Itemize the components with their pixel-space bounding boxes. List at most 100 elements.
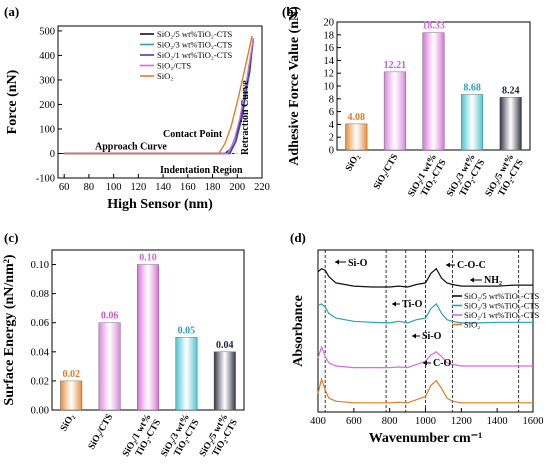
panel-letter-c: (c)	[4, 230, 18, 245]
category-label-b-3: SiO₂/3 wt%TiO₂-CTS	[445, 152, 487, 204]
y-tick-label-b-0: 0	[329, 146, 334, 157]
legend-label-a-1: SiO₂/3 wt%TiO₂-CTS	[157, 40, 233, 50]
y-axis-label-d: Absorbance	[291, 295, 306, 367]
category-line-b-1-0: SiO₂/CTS	[372, 153, 400, 192]
annotation-d-0: Si-O	[348, 258, 368, 269]
x-tick-label-a-4: 140	[155, 182, 171, 193]
annotation-arrowhead-d-4	[470, 277, 474, 283]
bar-value-label-b-3: 8.68	[463, 82, 481, 93]
x-tick-label-d-6: 1600	[523, 416, 544, 427]
legend-label-a-4: SiO₂	[157, 71, 173, 81]
x-tick-label-d-4: 1200	[451, 416, 472, 427]
category-label-b-1: SiO₂/CTS	[372, 153, 400, 192]
x-tick-label-a-0: 60	[59, 182, 70, 193]
series-line-d-3	[317, 376, 533, 404]
y-tick-label-b-4: 8	[329, 94, 334, 105]
panel-letter-a: (a)	[4, 4, 19, 19]
annotation-arrowhead-d-2	[412, 333, 416, 339]
bar-c-3	[175, 337, 198, 411]
legend-label-a-3: SiO₂/CTS	[157, 61, 191, 71]
series-line-a-4	[64, 35, 253, 155]
x-tick-label-a-5: 160	[180, 182, 196, 193]
y-tick-label-b-8: 16	[324, 43, 335, 54]
bar-value-label-b-1: 12.21	[384, 60, 407, 71]
x-tick-label-d-5: 1400	[487, 416, 508, 427]
category-line-c-1-0: SiO₂/CTS	[87, 413, 115, 452]
plot-frame-a	[57, 25, 263, 179]
bar-value-label-b-2: 18.33	[422, 21, 445, 32]
y-tick-label-b-6: 12	[324, 69, 335, 80]
y-tick-label-b-1: 2	[329, 133, 334, 144]
bar-value-label-c-3: 0.05	[178, 325, 196, 336]
annotation-d-1: Ti-O	[402, 299, 423, 310]
legend-label-d-0: SiO₂/5 wt%TiO₂-CTS	[464, 291, 540, 301]
y-tick-label-a-3: 200	[39, 100, 55, 111]
category-label-c-3: SiO₂/3 wt%TiO₂-CTS	[160, 413, 202, 465]
category-label-c-4: SiO₂/5 wt%TiO₂-CTS	[198, 413, 240, 465]
y-tick-label-c-1: 0.02	[31, 376, 49, 387]
x-tick-label-a-1: 80	[84, 182, 95, 193]
bar-b-0	[345, 123, 368, 151]
annotation-a-1: Contact Point	[163, 129, 223, 140]
annotation-arrowhead-d-1	[392, 301, 396, 307]
x-tick-label-d-3: 1000	[415, 416, 436, 427]
bar-c-0	[60, 380, 83, 411]
bar-b-1	[383, 71, 406, 151]
annotation-d-3: C-O-C	[457, 260, 486, 271]
legend-label-a-2: SiO₂/1 wt%TiO₂-CTS	[157, 50, 233, 60]
x-tick-label-a-3: 120	[130, 182, 146, 193]
panel-letter-b: (b)	[282, 4, 298, 19]
y-tick-label-b-2: 4	[329, 120, 335, 131]
y-tick-label-c-5: 0.10	[31, 260, 49, 271]
x-axis-label-a: High Sensor (nm)	[107, 197, 213, 212]
annotation-d-5: C-O	[433, 358, 452, 369]
x-tick-label-a-8: 220	[254, 182, 270, 193]
panel-a-force-curves: 60 80 100 120 140 160 180 200 220 -100 0 100 200 300 4…	[5, 25, 270, 212]
y-tick-label-a-0: -100	[36, 174, 55, 185]
bar-c-1	[98, 322, 121, 411]
annotation-d-4: NH₂	[484, 275, 502, 286]
panel-c-surface-energy: 0.00 0.02 0.04 0.06 0.08 0.10 Surface Energy (…	[2, 249, 245, 465]
y-tick-label-c-3: 0.06	[31, 318, 49, 329]
series-line-d-2	[317, 345, 533, 369]
annotation-a-2: Retraction Curve	[240, 80, 251, 155]
panel-letter-d: (d)	[290, 230, 306, 245]
series-line-d-0	[317, 267, 533, 288]
annotation-arrowhead-d-5	[423, 360, 427, 366]
category-label-b-0: SiO₂	[344, 152, 362, 173]
y-tick-label-c-0: 0.00	[31, 406, 49, 417]
y-axis-label-a: Force (nN)	[5, 69, 20, 134]
y-tick-label-a-4: 300	[39, 75, 55, 86]
legend-label-d-2: SiO₂/1 wt%TiO₂-CTS	[464, 310, 540, 320]
bar-b-4	[499, 97, 522, 151]
category-line-b-0-0: SiO₂	[344, 152, 362, 173]
y-tick-label-b-3: 6	[329, 107, 334, 118]
y-tick-label-c-4: 0.08	[31, 289, 49, 300]
panel-d-ftir: 400 600 800 1000 1200 1400 1600 Wavenumber cm⁻¹…	[291, 249, 544, 446]
x-tick-label-a-7: 200	[229, 182, 245, 193]
x-tick-label-d-1: 600	[346, 416, 362, 427]
bar-b-3	[461, 94, 484, 151]
bar-b-2	[422, 32, 445, 151]
y-tick-label-b-5: 10	[324, 82, 335, 93]
category-label-c-2: SiO₂/1 wt%TiO₂-CTS	[121, 413, 163, 465]
y-tick-label-a-1: 0	[50, 149, 55, 160]
bar-value-label-c-2: 0.10	[139, 253, 157, 264]
y-tick-label-b-7: 14	[324, 56, 335, 67]
y-tick-label-b-10: 20	[324, 18, 335, 29]
bar-c-2	[137, 264, 159, 411]
bar-value-label-c-4: 0.04	[216, 340, 234, 351]
annotation-arrowhead-d-0	[335, 259, 339, 265]
legend-label-d-3: SiO₂	[464, 320, 480, 330]
category-label-b-2: SiO₂/1 wt%TiO₂-CTS	[407, 153, 449, 205]
bar-value-label-b-4: 8.24	[502, 85, 520, 96]
y-tick-label-a-6: 500	[39, 26, 55, 37]
x-axis-label-d: Wavenumber cm⁻¹	[369, 431, 483, 446]
series-line-d-1	[317, 302, 533, 324]
x-tick-label-a-2: 100	[106, 182, 122, 193]
bar-value-label-b-0: 4.08	[348, 112, 366, 123]
x-tick-label-a-6: 180	[205, 182, 221, 193]
y-tick-label-b-9: 18	[324, 30, 335, 41]
